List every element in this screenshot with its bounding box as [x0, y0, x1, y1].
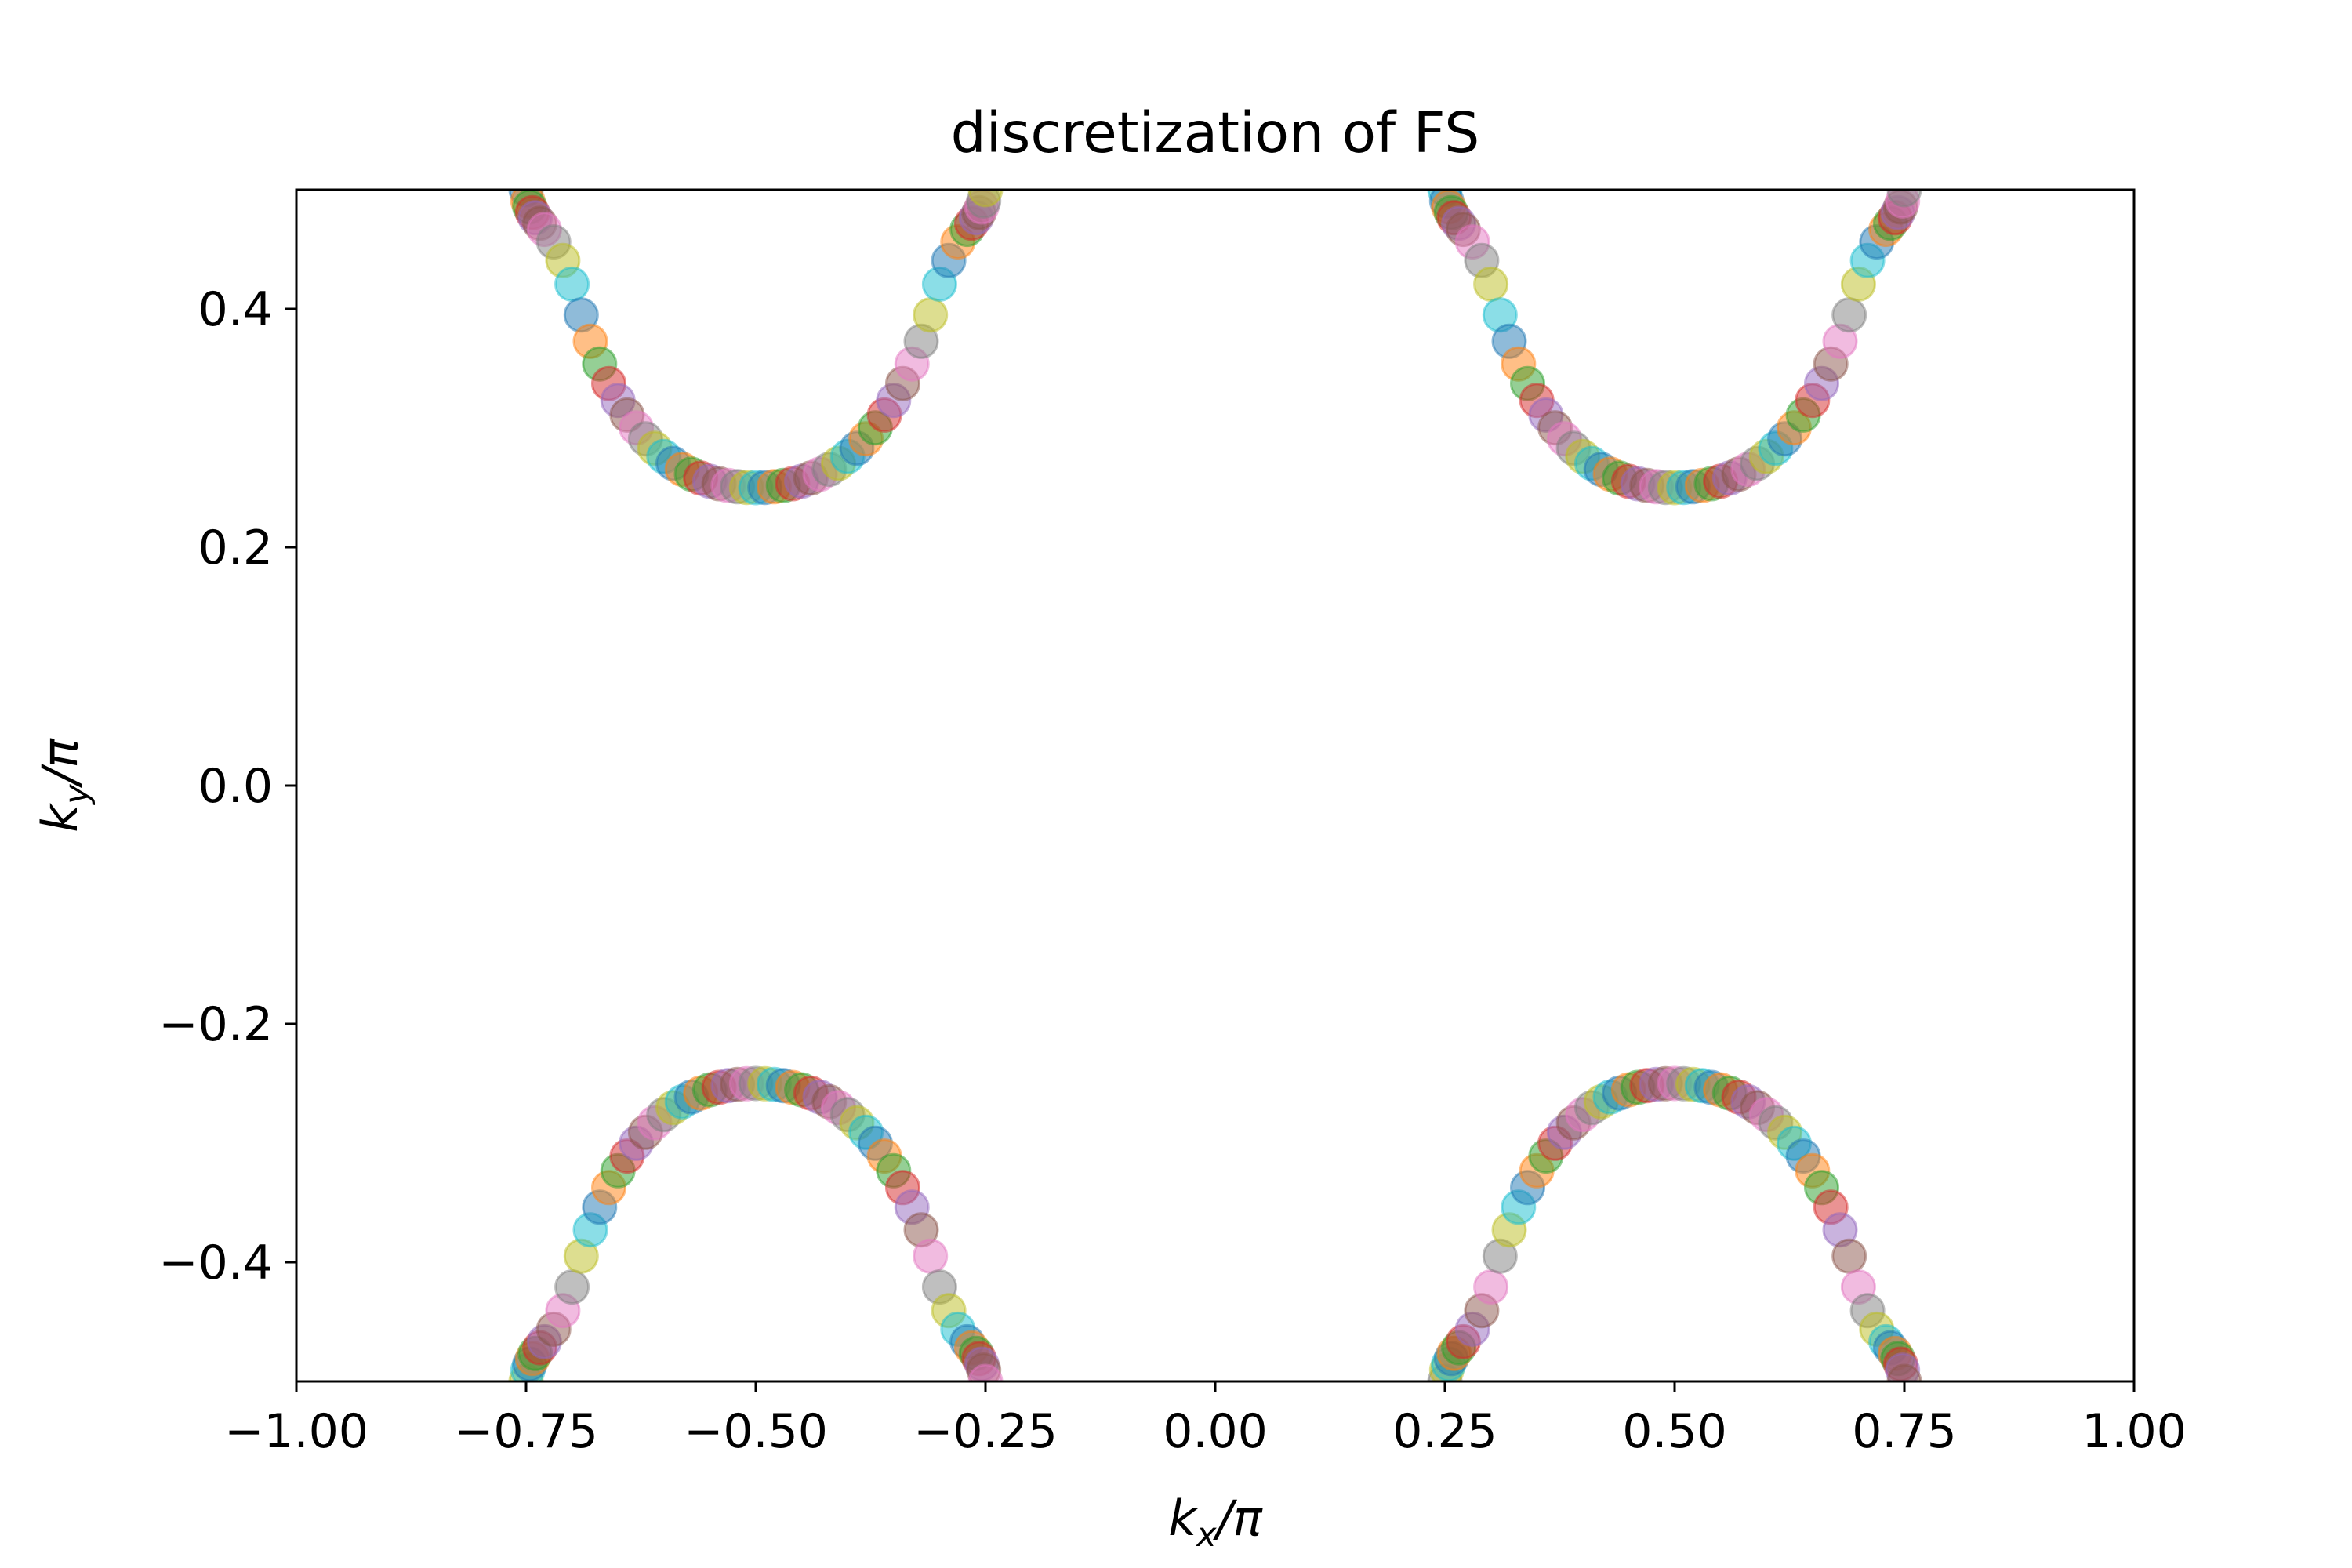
x-axis-ticks: −1.00 −0.75 −0.50 −0.25 0.00 0.25 0.50 0.75 1.00: [224, 1381, 2187, 1459]
scatter-point: [913, 297, 949, 333]
x-tick-label: 0.75: [1852, 1404, 1957, 1459]
y-axis-ticks: −0.4 −0.2 0.0 0.2 0.4: [158, 282, 296, 1290]
scatter-point: [1831, 1238, 1867, 1274]
scatter-points: [508, 190, 1922, 1381]
x-tick-label: 0.50: [1622, 1404, 1727, 1459]
y-tick-label: 0.0: [198, 759, 273, 814]
y-axis-label-sub: y: [57, 784, 96, 806]
x-tick-label: −0.50: [684, 1404, 828, 1459]
chart-title: discretization of FS: [951, 100, 1480, 165]
scatter-point: [1886, 1363, 1922, 1381]
scatter-point: [554, 1269, 590, 1305]
scatter-point: [967, 1363, 1004, 1381]
y-axis-label: ky/π: [31, 738, 96, 833]
x-axis-label-sub: x: [1195, 1515, 1217, 1555]
x-axis-label-rest: /π: [1213, 1490, 1264, 1547]
x-tick-label: −1.00: [224, 1404, 368, 1459]
scatter-point: [1886, 190, 1922, 208]
x-axis-label: kx/π: [1168, 1490, 1263, 1555]
scatter-point: [554, 266, 590, 302]
x-tick-label: 0.25: [1392, 1404, 1497, 1459]
y-tick-label: 0.2: [198, 521, 273, 575]
x-tick-label: 1.00: [2082, 1404, 2187, 1459]
scatter-point: [1473, 266, 1509, 302]
scatter-point: [1831, 297, 1867, 333]
y-tick-label: 0.4: [198, 282, 273, 337]
scatter-point: [967, 190, 1004, 208]
scatter-point: [913, 1238, 949, 1274]
x-tick-label: 0.00: [1163, 1404, 1268, 1459]
y-tick-label: −0.2: [158, 997, 273, 1052]
x-tick-label: −0.25: [913, 1404, 1058, 1459]
y-tick-label: −0.4: [158, 1236, 273, 1290]
x-axis-label-main: k: [1168, 1490, 1198, 1547]
y-axis-label-main: k: [31, 803, 89, 833]
scatter-point: [1473, 1269, 1509, 1305]
y-axis-label-rest: /π: [31, 738, 89, 789]
x-tick-label: −0.75: [454, 1404, 598, 1459]
